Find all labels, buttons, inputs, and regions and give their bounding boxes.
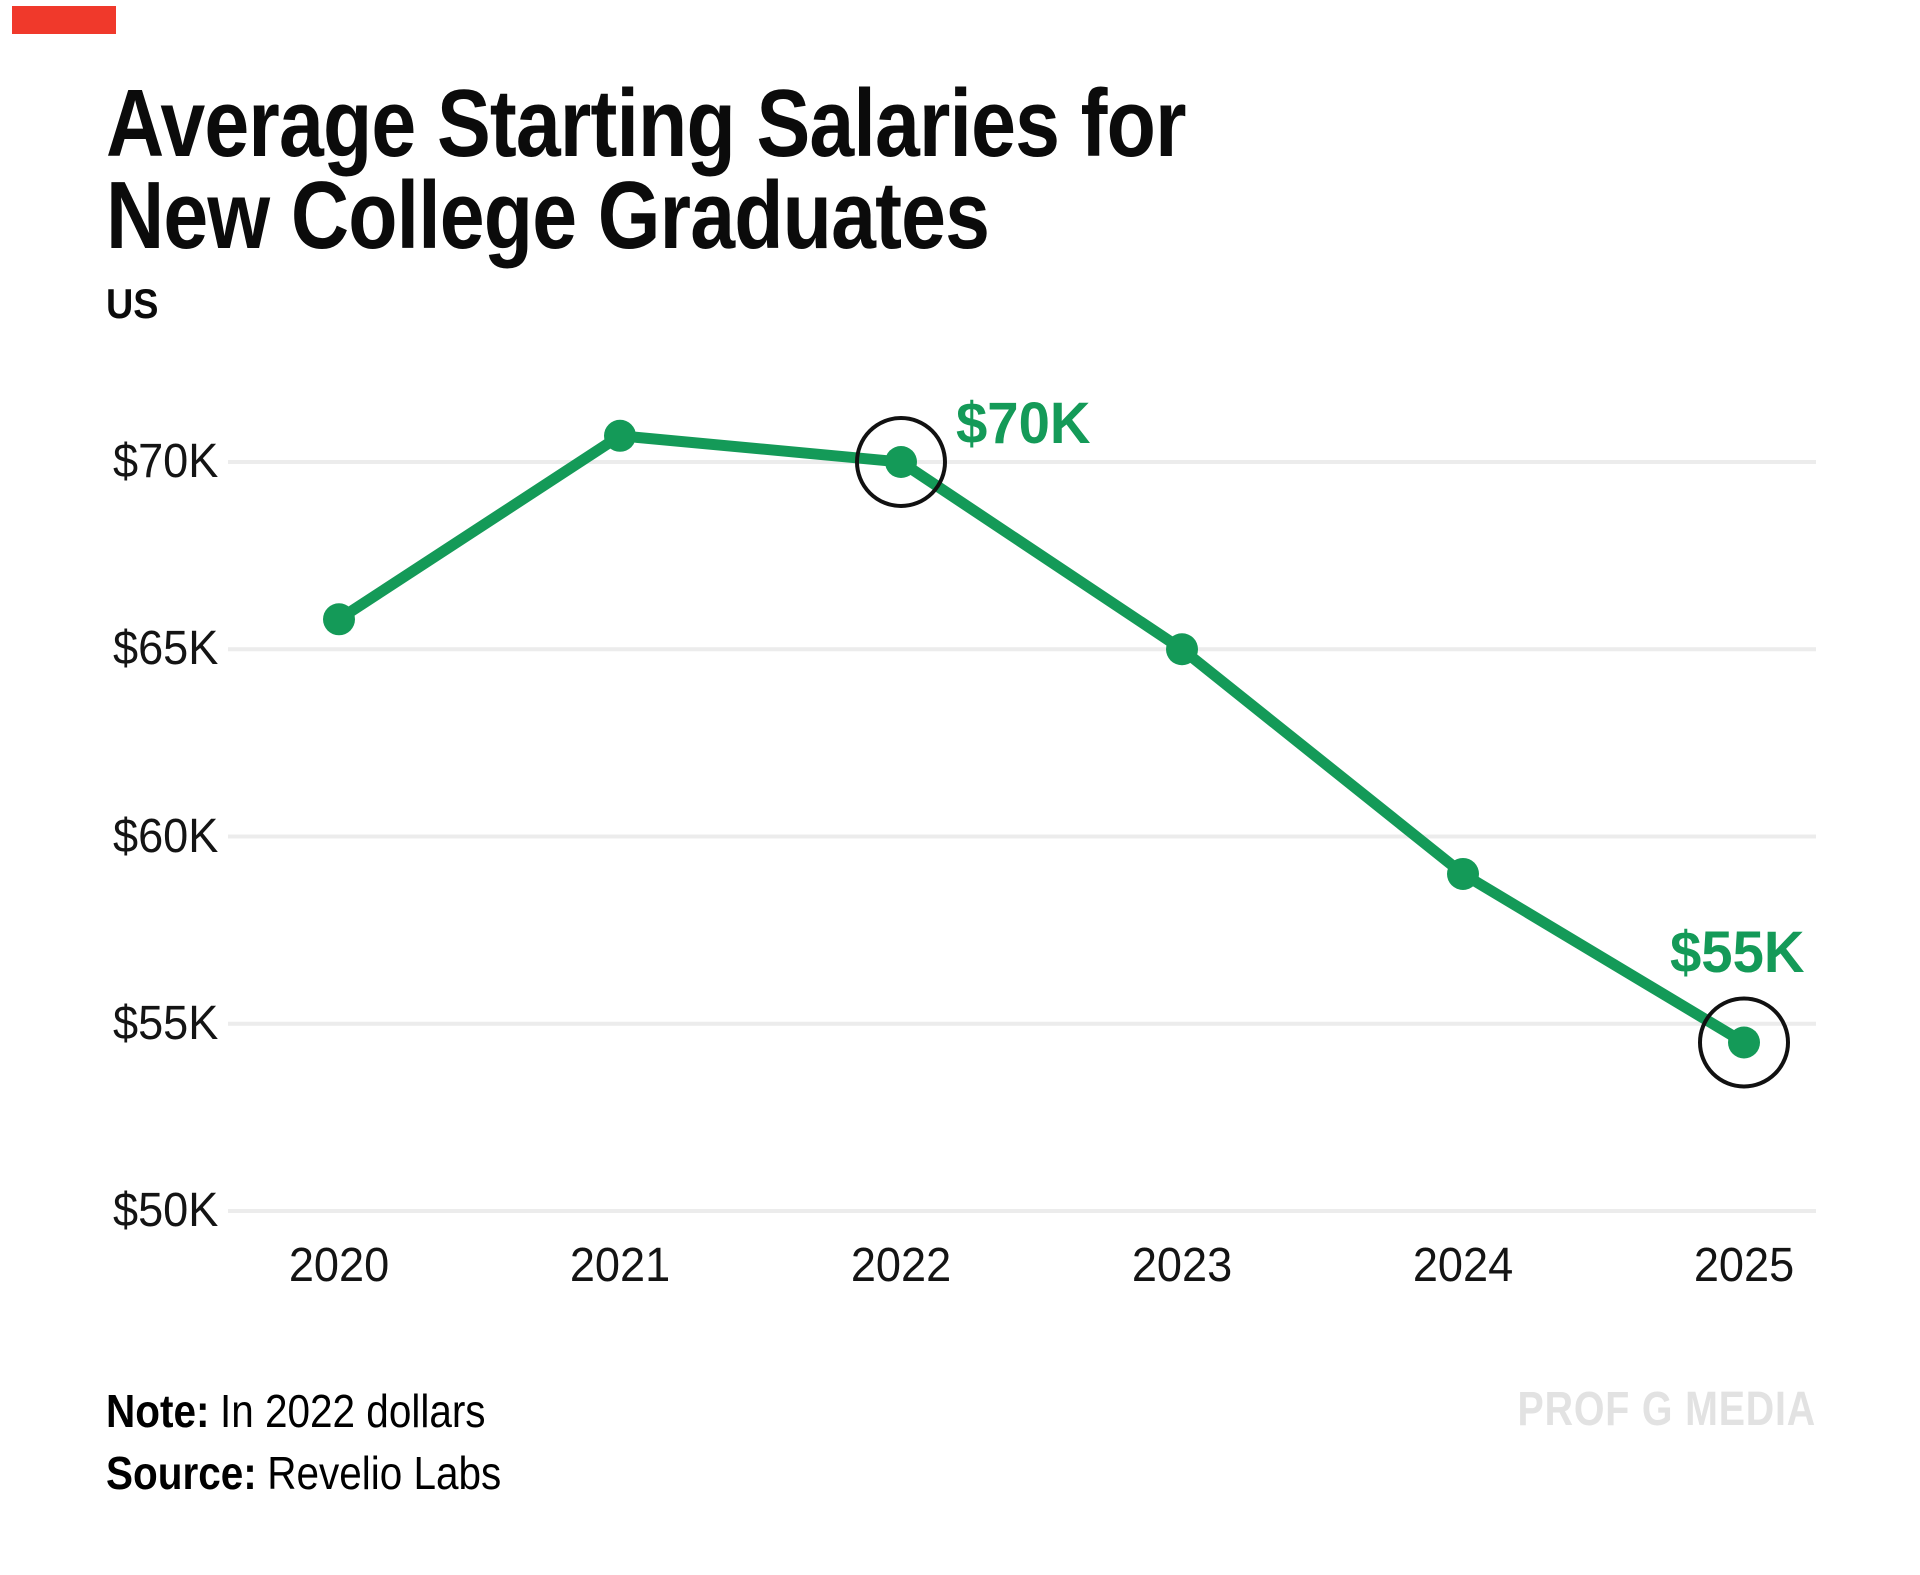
x-axis-tick-label: 2024	[1412, 1239, 1514, 1292]
highlight-circle	[855, 416, 947, 508]
x-axis-tick-label: 2022	[850, 1239, 952, 1292]
brand-red-bar	[12, 6, 116, 34]
chart-source: Source: Revelio Labs	[106, 1448, 501, 1498]
x-axis-tick-label: 2023	[1131, 1239, 1233, 1292]
series-line	[333, 430, 1750, 1048]
note-label: Note:	[106, 1385, 210, 1437]
note-text: In 2022 dollars	[220, 1385, 486, 1437]
data-point	[604, 419, 636, 452]
source-label: Source:	[106, 1447, 257, 1499]
chart-title-line2: New College Graduates	[106, 162, 990, 269]
y-axis-tick-label: $55K	[113, 996, 219, 1050]
data-point	[1166, 633, 1198, 666]
chart-subtitle: US	[106, 280, 159, 327]
x-axis-tick-label: 2021	[569, 1239, 671, 1292]
y-axis-tick-label: $50K	[113, 1184, 219, 1237]
data-point-value-label: $55K	[1670, 920, 1805, 986]
y-axis-tick-label: $70K	[113, 435, 219, 488]
chart-note: Note: In 2022 dollars	[106, 1386, 486, 1436]
y-axis-tick-label: $65K	[113, 622, 219, 676]
data-point	[1447, 857, 1479, 890]
x-axis-tick-label: 2020	[288, 1239, 390, 1292]
highlight-circle	[1698, 996, 1790, 1089]
watermark: PROF G MEDIA	[1517, 1383, 1816, 1436]
data-point	[885, 446, 917, 478]
data-point	[323, 603, 355, 636]
source-text: Revelio Labs	[267, 1447, 502, 1499]
chart-title-line1: Average Starting Salaries for	[106, 70, 1186, 177]
x-axis-tick-label: 2025	[1693, 1239, 1795, 1292]
y-axis-tick-label: $60K	[113, 809, 219, 863]
data-point	[1728, 1026, 1760, 1059]
data-point-value-label: $70K	[956, 391, 1091, 456]
